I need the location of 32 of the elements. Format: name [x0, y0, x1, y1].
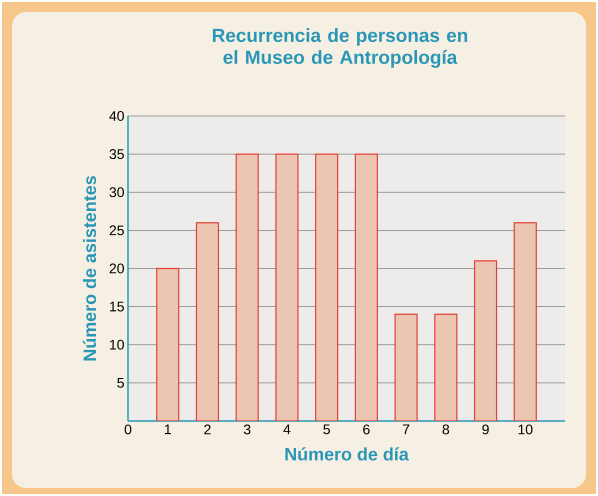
bar	[275, 154, 299, 421]
y-tick-label: 5	[117, 378, 124, 388]
bar	[434, 314, 458, 421]
x-tick-label: 0	[124, 424, 132, 434]
x-tick-label: 6	[363, 424, 370, 434]
y-tick-label: 40	[109, 111, 124, 121]
y-tick-label: 10	[110, 340, 124, 350]
x-tick-label: 4	[283, 424, 290, 434]
x-tick-label: 7	[402, 424, 410, 434]
bar	[394, 314, 418, 421]
bar	[156, 268, 180, 421]
bar	[354, 154, 378, 421]
bar	[236, 154, 259, 421]
x-tick-label: 10	[518, 424, 532, 434]
x-tick-label: 2	[204, 424, 211, 434]
y-tick-label: 25	[110, 225, 124, 236]
y-axis-title: Número de asistentes	[82, 176, 96, 360]
x-tick-label: 3	[244, 424, 250, 434]
x-tick-label: 5	[323, 424, 330, 434]
bar	[196, 222, 220, 421]
y-tick-label: 30	[110, 187, 124, 198]
chart-title: Recurrencia de personas en el Museo de Antropología	[212, 28, 468, 68]
y-tick-label: 35	[110, 149, 124, 160]
y-tick-label: 20	[110, 264, 124, 274]
bar	[315, 154, 338, 421]
x-tick-label: 9	[482, 424, 489, 434]
bar	[474, 260, 498, 421]
bar	[514, 222, 537, 421]
x-tick-label: 1	[164, 424, 171, 434]
x-tick-label: 8	[442, 424, 450, 434]
y-tick-label: 15	[110, 302, 124, 312]
x-axis-title: Número de día	[285, 447, 409, 461]
